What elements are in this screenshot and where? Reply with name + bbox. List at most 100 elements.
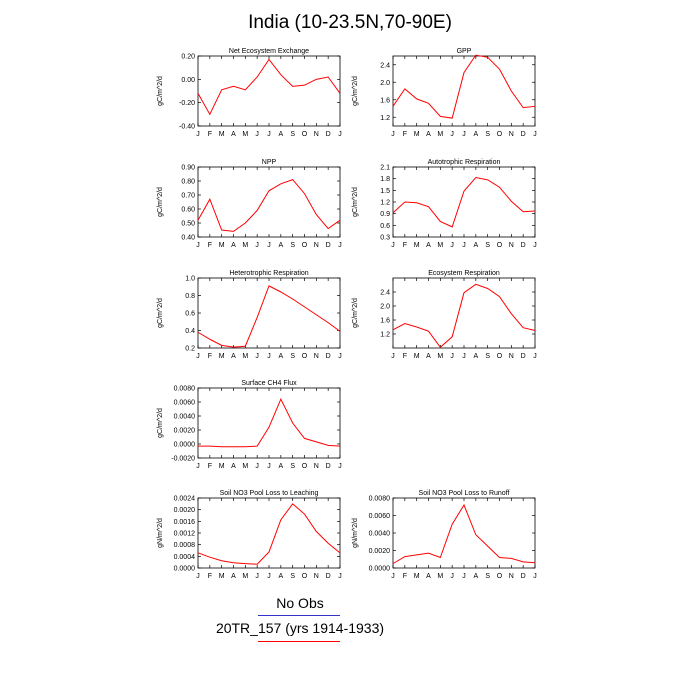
plot-group: Heterotrophic Respiration gC/m^2/d 0.2 0.4 0… xyxy=(157,270,342,360)
x-tick-label: J xyxy=(391,242,395,249)
y-tick-label: 1.6 xyxy=(380,318,390,325)
x-tick-label: A xyxy=(278,131,283,138)
y-tick-label: 1.0 xyxy=(185,276,195,283)
y-tick-label: 0.0012 xyxy=(174,531,196,538)
chart-title: Heterotrophic Respiration xyxy=(229,270,308,277)
x-tick-label: J xyxy=(391,131,395,138)
x-tick-label: J xyxy=(462,242,466,249)
y-axis-label: gC/m^2/d xyxy=(352,76,359,106)
y-tick-label: 0.0080 xyxy=(174,386,196,393)
x-tick-label: F xyxy=(208,463,212,470)
chart-svg: Soil NO3 Pool Loss to Leaching gN/m^2/d 0.… xyxy=(157,490,342,580)
x-tick-label: D xyxy=(326,131,331,138)
y-tick-label: 0.0016 xyxy=(174,519,196,526)
x-tick-label: F xyxy=(208,573,212,580)
x-tick-label: J xyxy=(196,131,200,138)
panel-soil-no3-leaching: Soil NO3 Pool Loss to Leaching gN/m^2/d 0.… xyxy=(157,490,373,608)
series-line xyxy=(392,503,536,565)
chart-title: GPP xyxy=(457,48,472,55)
chart-svg: Ecosystem Respiration gC/m^2/d 1.2 1.6 2.0 2.… xyxy=(352,270,537,360)
panel-gpp: GPP gC/m^2/d 1.2 1.6 2.0 2.4 J F M A M J J A S O N D J xyxy=(352,48,568,166)
chart-title: Soil NO3 Pool Loss to Leaching xyxy=(220,490,319,497)
x-tick-label: S xyxy=(290,463,295,470)
x-tick-label: J xyxy=(267,353,271,360)
x-tick-label: M xyxy=(414,573,420,580)
x-tick-label: J xyxy=(391,573,395,580)
x-tick-label: D xyxy=(326,573,331,580)
y-tick-label: 2.4 xyxy=(380,62,390,69)
y-tick-label: 0.80 xyxy=(181,179,195,186)
series-line xyxy=(392,54,536,119)
x-tick-label: N xyxy=(314,463,319,470)
y-tick-label: 0.2 xyxy=(185,346,195,353)
plot-group: Ecosystem Respiration gC/m^2/d 1.2 1.6 2.0 2.… xyxy=(352,270,537,360)
x-tick-label: M xyxy=(242,463,248,470)
x-tick-label: J xyxy=(338,242,342,249)
x-tick-label: S xyxy=(290,242,295,249)
y-tick-label: 2.1 xyxy=(380,165,390,172)
x-tick-label: A xyxy=(231,131,236,138)
x-tick-label: M xyxy=(219,131,225,138)
page-title: India (10-23.5N,70-90E) xyxy=(248,12,452,33)
plot-group: Net Ecosystem Exchange gC/m^2/d -0.40 -0.20… xyxy=(157,48,342,138)
x-tick-label: J xyxy=(255,353,258,360)
x-tick-label: M xyxy=(437,131,443,138)
x-tick-label: F xyxy=(208,131,212,138)
panel-net-ecosystem-exchange: Net Ecosystem Exchange gC/m^2/d -0.40 -0.20… xyxy=(157,48,373,166)
x-tick-label: A xyxy=(231,463,236,470)
x-tick-label: A xyxy=(473,242,478,249)
x-tick-label: J xyxy=(267,242,271,249)
y-tick-label: -0.20 xyxy=(179,100,195,107)
plot-frame xyxy=(392,166,536,238)
x-tick-label: M xyxy=(437,242,443,249)
x-tick-label: F xyxy=(403,131,407,138)
x-tick-label: J xyxy=(196,353,200,360)
x-tick-label: D xyxy=(326,353,331,360)
y-tick-label: 0.3 xyxy=(380,235,390,242)
x-tick-label: D xyxy=(521,353,526,360)
y-axis-label: gN/m^2/d xyxy=(352,518,359,548)
x-tick-label: N xyxy=(314,353,319,360)
y-tick-label: 2.0 xyxy=(380,304,390,311)
y-tick-label: 0.4 xyxy=(185,328,195,335)
y-tick-label: 1.5 xyxy=(380,188,390,195)
x-tick-label: J xyxy=(533,353,537,360)
x-tick-label: J xyxy=(196,463,200,470)
y-tick-label: 1.8 xyxy=(380,176,390,183)
y-tick-label: 0.0040 xyxy=(174,414,196,421)
y-tick-label: 0.0004 xyxy=(174,554,196,561)
x-tick-label: J xyxy=(338,131,342,138)
x-tick-label: M xyxy=(219,573,225,580)
x-tick-label: A xyxy=(426,573,431,580)
y-tick-label: 1.2 xyxy=(380,200,390,207)
plot-group: Surface CH4 Flux gC/m^2/d -0.0020 0.0000 0.0… xyxy=(157,380,342,470)
x-tick-label: J xyxy=(462,353,466,360)
y-tick-label: 1.6 xyxy=(380,97,390,104)
x-tick-label: A xyxy=(278,353,283,360)
x-tick-label: D xyxy=(521,573,526,580)
series-line xyxy=(197,179,341,232)
chart-title: Surface CH4 Flux xyxy=(241,380,297,387)
y-tick-label: 0.0008 xyxy=(174,542,196,549)
chart-title: Soil NO3 Pool Loss to Runoff xyxy=(419,490,510,497)
x-tick-label: F xyxy=(403,573,407,580)
x-tick-label: A xyxy=(278,573,283,580)
plot-group: Soil NO3 Pool Loss to Runoff gN/m^2/d 0.00… xyxy=(352,490,537,580)
x-tick-label: A xyxy=(231,353,236,360)
x-tick-label: J xyxy=(196,573,200,580)
y-tick-label: 0.0040 xyxy=(369,531,391,538)
panel-npp: NPP gC/m^2/d 0.40 0.50 0.60 0.70 0.80 0.90 J F M A M… xyxy=(157,159,373,277)
plot-group: Autotrophic Respiration gC/m^2/d 0.3 0.6 0.9… xyxy=(352,159,537,249)
y-tick-label: 2.0 xyxy=(380,80,390,87)
plot-frame xyxy=(197,387,341,459)
y-tick-label: 1.2 xyxy=(380,115,390,122)
y-tick-label: 0.0020 xyxy=(174,428,196,435)
x-tick-label: N xyxy=(314,573,319,580)
series-line xyxy=(197,58,341,116)
x-tick-label: A xyxy=(278,463,283,470)
x-tick-label: N xyxy=(314,242,319,249)
x-tick-label: M xyxy=(242,131,248,138)
x-tick-label: J xyxy=(267,131,271,138)
